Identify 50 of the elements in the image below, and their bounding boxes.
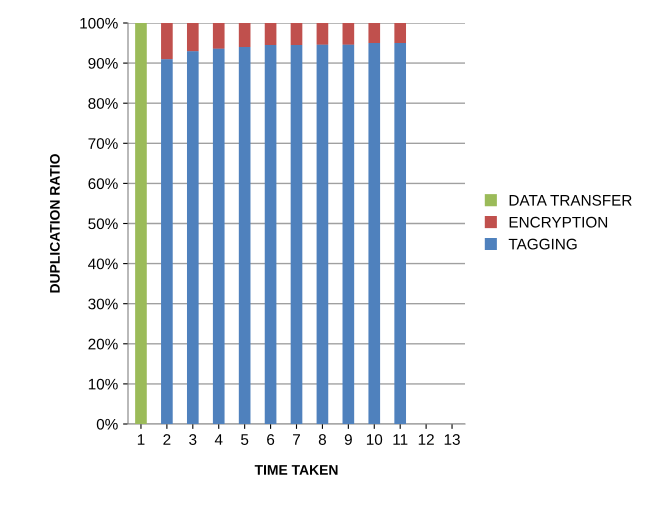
- legend-label: ENCRYPTION: [510, 216, 608, 228]
- bar: [290, 23, 302, 46]
- bar: [342, 23, 354, 45]
- bar: [135, 23, 147, 424]
- bar: [186, 23, 199, 52]
- y-tick-label: 80%: [88, 98, 118, 109]
- x-tick-label: 9: [344, 434, 352, 445]
- bar: [161, 59, 173, 424]
- legend-label: TAGGING: [508, 238, 577, 250]
- y-axis-title: DUPLICATION RATIO: [50, 154, 60, 293]
- x-tick-label: 12: [418, 434, 434, 445]
- x-tick-label: 10: [366, 434, 382, 445]
- y-tick-label: 0%: [96, 418, 118, 430]
- x-axis-title: TIME TAKEN: [254, 465, 338, 475]
- y-tick-label: 30%: [88, 298, 118, 310]
- y-tick-label: 50%: [88, 218, 118, 230]
- bar: [212, 23, 225, 49]
- x-tick-label: 7: [293, 434, 300, 445]
- x-tick-label: 1: [138, 434, 144, 445]
- bar: [316, 23, 328, 45]
- bar: [394, 43, 406, 424]
- bar: [394, 23, 406, 44]
- bar: [290, 45, 302, 424]
- bar: [186, 51, 199, 424]
- bar: [342, 44, 354, 424]
- x-tick-label: 13: [444, 434, 460, 445]
- bar: [368, 23, 380, 44]
- x-tick-label: 8: [318, 434, 326, 445]
- y-tick-label: 100%: [80, 18, 118, 29]
- bar: [238, 23, 250, 48]
- x-tick-label: 11: [393, 434, 408, 445]
- x-tick-label: 6: [267, 434, 274, 445]
- x-tick-label: 3: [189, 434, 196, 445]
- bar: [368, 43, 380, 424]
- bar: [316, 44, 328, 424]
- bar: [264, 23, 276, 46]
- x-tick-label: 2: [163, 434, 170, 445]
- y-tick-label: 60%: [88, 178, 118, 190]
- x-tick-label: 4: [214, 434, 223, 445]
- y-tick-label: 40%: [88, 258, 118, 270]
- y-tick-label: 90%: [88, 58, 118, 69]
- bar: [212, 48, 225, 424]
- bar: [161, 23, 173, 60]
- bar: [238, 47, 250, 424]
- bar: [264, 45, 276, 424]
- y-tick-label: 20%: [88, 338, 118, 350]
- y-tick-label: 70%: [88, 138, 118, 149]
- x-tick-label: 5: [241, 434, 248, 445]
- y-tick-label: 10%: [88, 378, 118, 390]
- legend-label: DATA TRANSFER: [510, 194, 632, 206]
